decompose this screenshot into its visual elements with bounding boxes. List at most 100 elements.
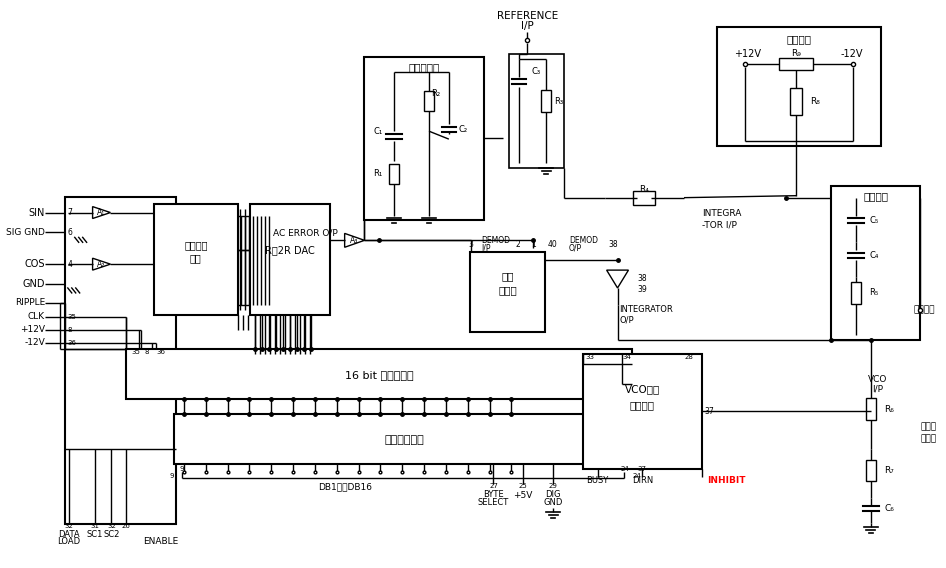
Text: 35: 35 [131,349,140,356]
Text: 27: 27 [489,483,498,490]
Polygon shape [606,270,628,288]
Text: 8: 8 [68,327,72,333]
Text: I/P: I/P [872,385,883,394]
Text: A₂: A₂ [97,260,106,269]
Text: INTEGRATOR: INTEGRATOR [620,306,674,314]
Text: R₅: R₅ [869,289,879,298]
Text: -12V: -12V [25,338,45,347]
Bar [509,54,564,168]
Text: R₉: R₉ [791,49,801,59]
Text: C₆: C₆ [885,504,894,513]
Text: 26: 26 [122,523,131,529]
Text: RIPPLE: RIPPLE [15,298,45,307]
Polygon shape [93,207,111,219]
Text: 跟踪速: 跟踪速 [921,423,937,432]
Text: 度选择: 度选择 [921,435,937,443]
Text: -TOR I/P: -TOR I/P [702,221,737,230]
Text: GND: GND [23,279,45,289]
Text: -12V: -12V [840,49,863,59]
Text: 32: 32 [64,523,73,529]
Text: 33: 33 [586,354,595,361]
Text: 相敏: 相敏 [501,271,514,281]
Text: R₁: R₁ [373,169,382,178]
Text: 3: 3 [469,240,474,249]
Bar [866,460,876,482]
Text: R₇: R₇ [885,466,894,475]
Text: 2: 2 [516,240,520,249]
Text: R₄: R₄ [639,185,649,194]
Text: ENABLE: ENABLE [144,537,179,545]
Text: R－2R DAC: R－2R DAC [265,245,315,255]
Text: INHIBIT: INHIBIT [707,476,745,485]
Text: 16 bit 可逆计数器: 16 bit 可逆计数器 [345,370,413,381]
Bar [390,164,399,184]
Text: 38: 38 [638,274,647,282]
Text: 9: 9 [169,473,174,478]
Text: 检出器: 检出器 [498,285,517,295]
Text: I/P: I/P [482,244,491,253]
Text: O/P: O/P [620,315,634,324]
Text: INTEGRA: INTEGRA [702,209,742,218]
Text: 1: 1 [532,240,536,249]
Polygon shape [344,233,364,247]
Text: SELECT: SELECT [478,498,509,507]
Text: 35: 35 [68,314,77,320]
Text: DATA: DATA [58,529,79,538]
Bar [127,349,633,399]
Text: DB1－－DB16: DB1－－DB16 [318,482,372,491]
Text: C₂: C₂ [459,125,468,133]
Text: DEMOD: DEMOD [569,236,598,245]
Text: 带宽选样: 带宽选样 [863,191,888,201]
Text: DIRN: DIRN [632,476,653,485]
Text: 开关: 开关 [190,253,201,263]
Text: C₃: C₃ [532,67,540,76]
Text: R₃: R₃ [554,97,563,106]
Text: 24: 24 [633,473,641,478]
Text: R₈: R₈ [810,97,820,106]
Bar [469,252,545,332]
Text: REFERENCE: REFERENCE [497,11,558,21]
Bar [364,57,483,220]
Text: GND: GND [543,498,563,507]
Text: C₄: C₄ [869,250,879,260]
Text: R₆: R₆ [885,404,894,414]
Text: 传输逻辑: 传输逻辑 [630,400,655,410]
Text: 34: 34 [622,354,631,361]
Text: SIN: SIN [28,207,45,218]
Bar [831,186,920,340]
Text: A₃: A₃ [350,236,359,245]
Bar [251,203,330,315]
Text: LOAD: LOAD [57,537,80,545]
Bar [850,282,861,304]
Text: DIG: DIG [545,490,561,499]
Bar [424,91,434,111]
Text: VCO数据: VCO数据 [624,384,660,394]
Text: 25: 25 [519,483,528,490]
Text: +5V: +5V [514,491,533,500]
Bar [790,87,802,115]
Bar [541,90,552,112]
Text: SC2: SC2 [103,529,119,538]
Text: C₅: C₅ [869,216,879,225]
Text: I/P: I/P [521,21,534,31]
Text: R₂: R₂ [431,89,440,98]
Text: O/P: O/P [569,244,582,253]
Text: 4: 4 [68,260,73,269]
Text: 39: 39 [638,286,647,294]
Text: 38: 38 [608,240,619,249]
Text: 32: 32 [107,523,115,529]
Text: BYTE: BYTE [483,490,504,499]
Text: A₁: A₁ [97,208,106,217]
Text: SIG GND: SIG GND [6,228,45,237]
Text: SC1: SC1 [86,529,103,538]
Text: VCO: VCO [867,375,887,384]
Bar [866,398,876,420]
Text: +12V: +12V [734,49,761,59]
Text: +12V: +12V [20,325,45,334]
Bar [583,354,702,469]
Text: 24: 24 [621,466,629,471]
Text: AC ERROR O/P: AC ERROR O/P [272,229,338,238]
Text: 偏压调节: 偏压调节 [787,34,812,44]
Text: 36: 36 [68,340,77,345]
Text: DEMOD: DEMOD [482,236,511,245]
